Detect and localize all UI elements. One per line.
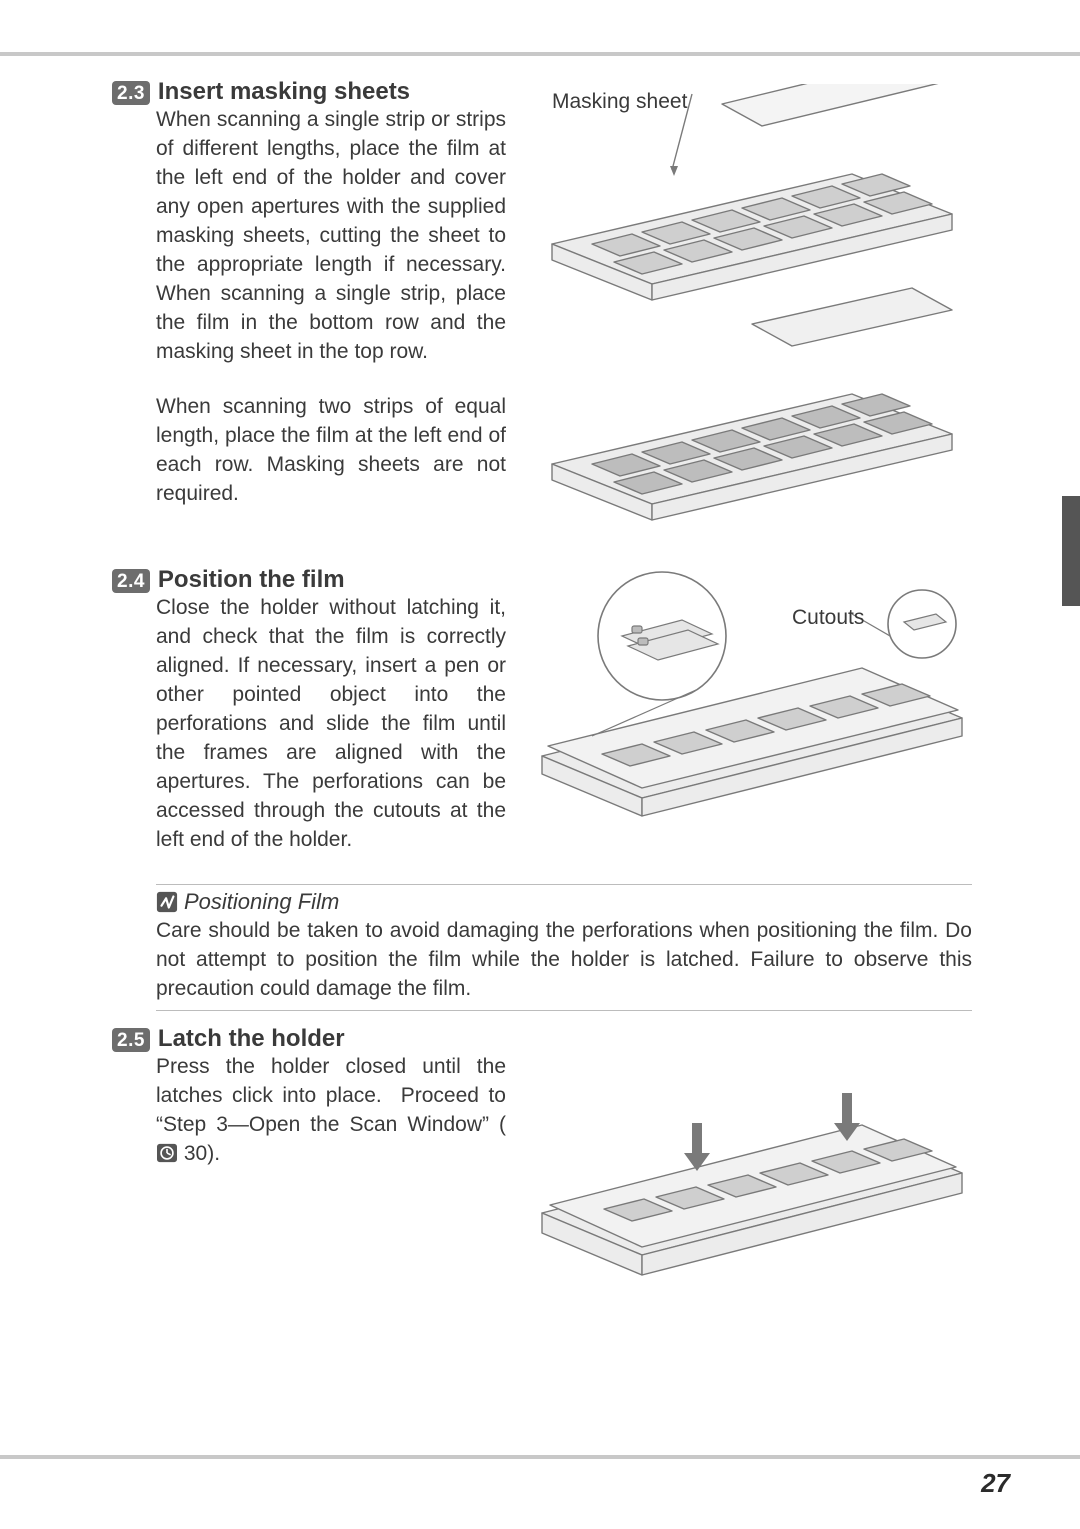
figure-label-cutouts: Cutouts <box>792 606 864 630</box>
step-body: Press the holder closed until the latche… <box>156 1053 506 1169</box>
step-body: Close the holder without latching it, an… <box>156 594 506 855</box>
figure-label-masking-sheet: Masking sheet <box>552 90 687 114</box>
page-ref-number: 30 <box>184 1142 207 1165</box>
step-title: Insert masking sheets <box>158 78 410 106</box>
step-body: When scanning a single strip or strips o… <box>156 106 506 509</box>
step-badge: 2.3 <box>112 81 150 105</box>
figure-2-4-svg <box>532 566 972 856</box>
step-title: Latch the holder <box>158 1025 345 1053</box>
figure-2-3-svg <box>532 84 972 544</box>
figure-2-3: Masking sheet <box>532 84 972 544</box>
page-content: 2.3 Insert masking sheets When scanning … <box>112 78 972 1323</box>
step-2-4: 2.4 Position the film Close the holder w… <box>112 566 972 866</box>
step-2-5: 2.5 Latch the holder Press the holder cl… <box>112 1025 972 1305</box>
warning-head: Positioning Film <box>156 889 972 915</box>
paragraph: When scanning two strips of equal length… <box>156 393 506 509</box>
top-rule <box>0 52 1080 56</box>
paragraph: When scanning a single strip or strips o… <box>156 106 506 367</box>
figure-2-4: Cutouts <box>532 566 972 856</box>
step-badge: 2.4 <box>112 569 150 593</box>
warning-box: Positioning Film Care should be taken to… <box>156 884 972 1011</box>
warning-icon <box>156 891 178 913</box>
paragraph: Press the holder closed until the latche… <box>156 1053 506 1169</box>
side-tab <box>1062 496 1080 606</box>
figure-2-5-svg <box>532 1043 972 1303</box>
step-2-3: 2.3 Insert masking sheets When scanning … <box>112 78 972 548</box>
page-number: 27 <box>981 1468 1010 1499</box>
page-ref-icon <box>156 1143 178 1163</box>
bottom-rule <box>0 1455 1080 1459</box>
paragraph: Close the holder without latching it, an… <box>156 594 506 855</box>
warning-body: Care should be taken to avoid damaging t… <box>156 917 972 1004</box>
figure-2-5 <box>532 1043 972 1303</box>
warning-title: Positioning Film <box>184 889 339 915</box>
step-badge: 2.5 <box>112 1028 150 1052</box>
step-title: Position the film <box>158 566 345 594</box>
